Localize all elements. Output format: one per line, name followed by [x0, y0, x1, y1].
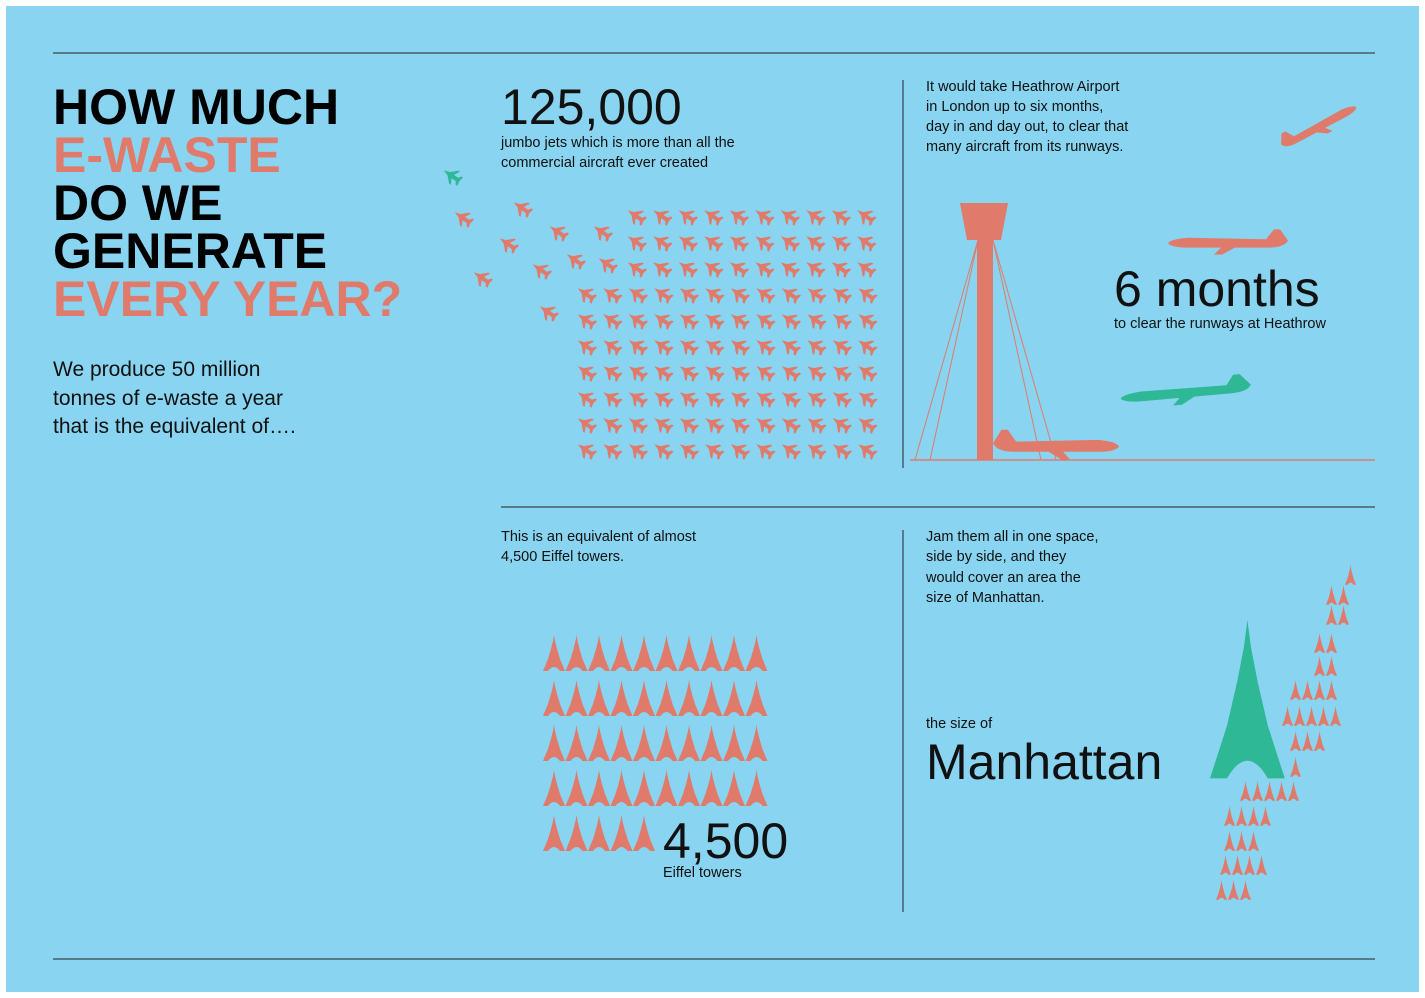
eiffel-caption: Eiffel towers [663, 865, 742, 881]
manhattan-text: side by side, and they [926, 549, 1067, 565]
page: HOW MUCHE-WASTEDO WEGENERATEEVERY YEAR? … [0, 0, 1425, 998]
manhattan-figure: Manhattan [926, 734, 1162, 790]
intro: tonnes of e-waste a year [53, 387, 283, 410]
heathrow-text: many aircraft from its runways. [926, 139, 1123, 155]
heathrow-figure: 6 months [1114, 261, 1320, 317]
manhattan-text: size of Manhattan. [926, 590, 1045, 606]
title-line: EVERY YEAR? [53, 271, 402, 327]
jets-caption: commercial aircraft ever created [501, 155, 708, 171]
intro: We produce 50 million [53, 358, 260, 381]
intro: that is the equivalent of…. [53, 415, 296, 438]
manhattan-text: Jam them all in one space, [926, 529, 1098, 545]
heathrow-caption: to clear the runways at Heathrow [1114, 316, 1326, 332]
heathrow-text: in London up to six months, [926, 99, 1103, 115]
heathrow-text: day in and day out, to clear that [926, 119, 1128, 135]
jets-figure: 125,000 [501, 79, 682, 135]
heathrow-text: It would take Heathrow Airport [926, 79, 1119, 95]
eiffel-figure: 4,500 [663, 813, 788, 869]
manhattan-lead: the size of [926, 716, 993, 732]
jets-caption: jumbo jets which is more than all the [500, 135, 735, 151]
manhattan-text: would cover an area the [925, 570, 1081, 586]
eiffel-text: 4,500 Eiffel towers. [501, 549, 624, 565]
eiffel-text: This is an equivalent of almost [501, 529, 696, 545]
